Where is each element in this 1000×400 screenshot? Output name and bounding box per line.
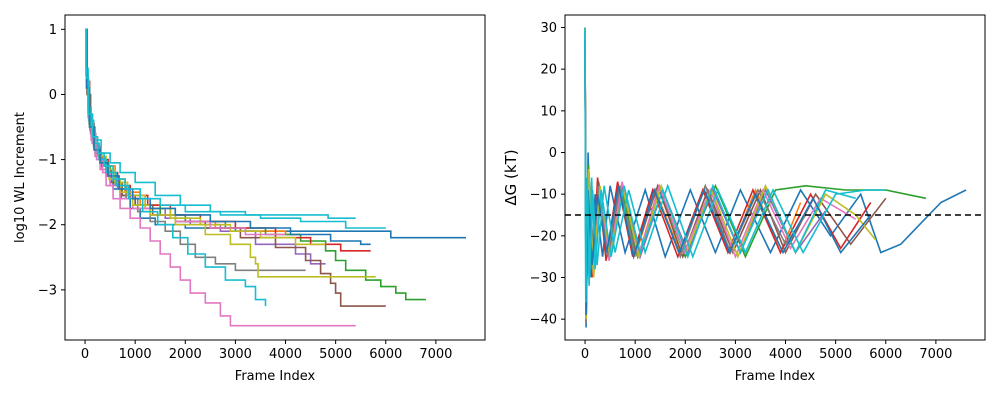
x-tick-label: 7000 bbox=[919, 347, 952, 362]
y-tick-label: −10 bbox=[530, 188, 557, 203]
y-tick-label: 1 bbox=[49, 23, 57, 38]
x-tick-label: 2000 bbox=[169, 347, 202, 362]
x-tick-label: 5000 bbox=[819, 347, 852, 362]
x-tick-label: 1000 bbox=[619, 347, 652, 362]
series-line-2 bbox=[584, 35, 802, 320]
series-line-11 bbox=[85, 28, 286, 236]
y-tick-label: −2 bbox=[38, 218, 57, 233]
y-tick-label: 10 bbox=[540, 104, 557, 119]
y-tick-label: 0 bbox=[49, 88, 57, 103]
y-axis-label: log10 WL Increment bbox=[13, 112, 28, 243]
series-line-9 bbox=[584, 27, 877, 320]
series-line-8 bbox=[584, 31, 807, 324]
series-line-12 bbox=[85, 28, 376, 278]
x-tick-label: 7000 bbox=[419, 347, 452, 362]
axes-frame bbox=[564, 14, 986, 341]
y-tick-label: 0 bbox=[549, 146, 557, 161]
x-tick-label: 3000 bbox=[719, 347, 752, 362]
y-tick-label: 30 bbox=[540, 21, 557, 36]
x-tick-label: 5000 bbox=[319, 347, 352, 362]
x-tick-label: 3000 bbox=[219, 347, 252, 362]
x-tick-label: 2000 bbox=[669, 347, 702, 362]
y-tick-label: −40 bbox=[530, 313, 557, 328]
series-line-3 bbox=[584, 27, 927, 311]
y-axis-label: ΔG (kT) bbox=[502, 149, 520, 205]
series-line-10 bbox=[584, 27, 856, 311]
series-group bbox=[85, 28, 466, 327]
series-line-6 bbox=[584, 35, 887, 316]
series-line-13 bbox=[85, 28, 267, 307]
series-line-11 bbox=[584, 39, 872, 316]
series-line-7 bbox=[85, 28, 356, 327]
series-line-12 bbox=[584, 31, 886, 303]
axes-frame bbox=[64, 14, 486, 341]
x-tick-label: 4000 bbox=[769, 347, 802, 362]
series-group bbox=[584, 27, 967, 328]
x-tick-label: 0 bbox=[581, 347, 589, 362]
x-tick-label: 4000 bbox=[269, 347, 302, 362]
x-tick-label: 1000 bbox=[119, 347, 152, 362]
y-tick-label: −3 bbox=[38, 283, 57, 298]
y-tick-label: −1 bbox=[38, 153, 57, 168]
x-tick-label: 6000 bbox=[369, 347, 402, 362]
series-line-1 bbox=[584, 27, 967, 328]
x-axis-label: Frame Index bbox=[235, 369, 316, 384]
y-tick-label: −30 bbox=[530, 271, 557, 286]
series-line-4 bbox=[584, 31, 872, 320]
series-line-2 bbox=[85, 28, 301, 236]
x-axis-label: Frame Index bbox=[735, 369, 816, 384]
x-tick-label: 0 bbox=[81, 347, 89, 362]
series-line-7 bbox=[584, 27, 857, 311]
wl-increment-panel: 0 1000 2000 3000 4000 5000 6000 7000 1 0 −1 −2 −3 Fra… bbox=[13, 14, 486, 384]
series-line-5 bbox=[584, 27, 827, 324]
x-tick-label: 6000 bbox=[869, 347, 902, 362]
series-line-15 bbox=[85, 28, 386, 229]
y-tick-label: 20 bbox=[540, 63, 557, 78]
delta-g-panel: 0 1000 2000 3000 4000 5000 6000 7000 30 20 10 0 −10 −… bbox=[502, 14, 986, 384]
y-tick-label: −20 bbox=[530, 229, 557, 244]
